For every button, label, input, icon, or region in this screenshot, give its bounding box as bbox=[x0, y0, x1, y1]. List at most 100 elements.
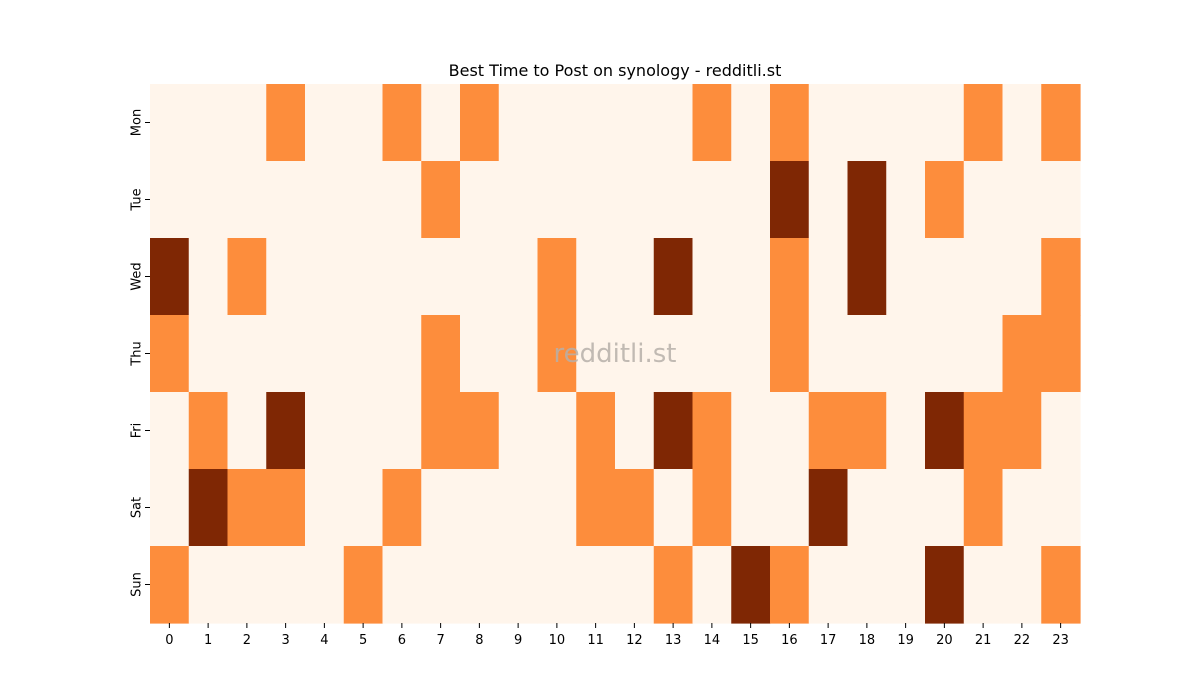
heatmap-cell-mon-21 bbox=[963, 84, 1004, 162]
heatmap-cell-wed-6 bbox=[382, 238, 422, 316]
heatmap-cell-sat-22 bbox=[1002, 469, 1042, 547]
heatmap-cell-sat-4 bbox=[305, 469, 345, 547]
heatmap-cell-sat-18 bbox=[847, 469, 887, 547]
heatmap-cell-wed-16 bbox=[770, 238, 810, 316]
heatmap-cell-thu-19 bbox=[886, 315, 926, 393]
x-tick-label-7: 7 bbox=[436, 633, 444, 648]
heatmap-cell-sun-15 bbox=[731, 546, 771, 624]
heatmap-cell-thu-1 bbox=[188, 315, 229, 393]
heatmap-cell-sat-21 bbox=[963, 469, 1004, 547]
heatmap-cell-fri-9 bbox=[498, 392, 539, 470]
heatmap-cell-sun-10 bbox=[537, 546, 577, 624]
heatmap-cell-wed-10 bbox=[537, 238, 577, 316]
heatmap-cell-thu-7 bbox=[421, 315, 461, 393]
heatmap-cell-mon-9 bbox=[498, 84, 539, 162]
heatmap-cell-wed-13 bbox=[653, 238, 694, 316]
x-tick-label-12: 12 bbox=[626, 633, 643, 648]
x-tick-label-10: 10 bbox=[549, 633, 566, 648]
heatmap-cell-thu-5 bbox=[343, 315, 384, 393]
y-tick-label-tue: Tue bbox=[130, 188, 145, 211]
heatmap-cell-sat-10 bbox=[537, 469, 577, 547]
heatmap-cell-wed-18 bbox=[847, 238, 887, 316]
heatmap-cell-sun-11 bbox=[576, 546, 616, 624]
heatmap-cell-fri-21 bbox=[963, 392, 1004, 470]
heatmap-cell-thu-22 bbox=[1002, 315, 1042, 393]
heatmap-cell-sun-0 bbox=[150, 546, 190, 624]
heatmap-cell-sat-11 bbox=[576, 469, 616, 547]
y-tick-label-sun: Sun bbox=[130, 572, 145, 597]
heatmap-cell-sun-20 bbox=[925, 546, 965, 624]
heatmap-cell-mon-10 bbox=[537, 84, 577, 162]
heatmap-cell-mon-20 bbox=[925, 84, 965, 162]
heatmap-cell-wed-22 bbox=[1002, 238, 1042, 316]
x-tick-label-21: 21 bbox=[975, 633, 992, 648]
x-tick-label-8: 8 bbox=[475, 633, 483, 648]
heatmap-cell-sun-19 bbox=[886, 546, 926, 624]
heatmap-cell-sat-15 bbox=[731, 469, 771, 547]
heatmap-cell-fri-3 bbox=[266, 392, 306, 470]
heatmap-cell-wed-11 bbox=[576, 238, 616, 316]
heatmap-cell-wed-2 bbox=[227, 238, 267, 316]
heatmap-cell-fri-2 bbox=[227, 392, 267, 470]
heatmap-cell-tue-19 bbox=[886, 161, 926, 239]
heatmap-cell-fri-10 bbox=[537, 392, 577, 470]
heatmap-cell-tue-15 bbox=[731, 161, 771, 239]
heatmap-cell-fri-22 bbox=[1002, 392, 1042, 470]
heatmap-cell-sat-9 bbox=[498, 469, 539, 547]
heatmap-cell-mon-2 bbox=[227, 84, 267, 162]
heatmap-cell-tue-8 bbox=[460, 161, 500, 239]
watermark: redditli.st bbox=[554, 339, 677, 369]
heatmap-cell-thu-13 bbox=[653, 315, 694, 393]
heatmap-cell-mon-13 bbox=[653, 84, 694, 162]
heatmap-cell-sun-8 bbox=[460, 546, 500, 624]
heatmap-cell-mon-16 bbox=[770, 84, 810, 162]
heatmap-cell-tue-4 bbox=[305, 161, 345, 239]
heatmap-cell-sat-5 bbox=[343, 469, 384, 547]
heatmap-cell-wed-8 bbox=[460, 238, 500, 316]
heatmap-cell-wed-14 bbox=[692, 238, 732, 316]
heatmap-cell-fri-5 bbox=[343, 392, 384, 470]
heatmap-cell-mon-11 bbox=[576, 84, 616, 162]
heatmap-cell-sat-1 bbox=[188, 469, 229, 547]
heatmap-cell-fri-0 bbox=[150, 392, 190, 470]
heatmap-cell-fri-18 bbox=[847, 392, 887, 470]
heatmap-cell-fri-8 bbox=[460, 392, 500, 470]
heatmap-cell-fri-6 bbox=[382, 392, 422, 470]
heatmap-cell-thu-3 bbox=[266, 315, 306, 393]
heatmap-cell-wed-4 bbox=[305, 238, 345, 316]
heatmap-cell-fri-13 bbox=[653, 392, 694, 470]
x-tick-label-23: 23 bbox=[1052, 633, 1069, 648]
heatmap-cell-thu-4 bbox=[305, 315, 345, 393]
heatmap-cell-sun-14 bbox=[692, 546, 732, 624]
y-axis: Mon Tue Wed Thu Fri Sat Sun bbox=[130, 109, 150, 597]
y-tick-label-wed: Wed bbox=[130, 262, 145, 290]
heatmap-cell-mon-6 bbox=[382, 84, 422, 162]
heatmap-cell-fri-7 bbox=[421, 392, 461, 470]
heatmap-cell-wed-0 bbox=[150, 238, 190, 316]
heatmap-cell-tue-20 bbox=[925, 161, 965, 239]
heatmap-cell-tue-10 bbox=[537, 161, 577, 239]
x-tick-label-18: 18 bbox=[859, 633, 876, 648]
chart-title: Best Time to Post on synology - redditli… bbox=[449, 61, 782, 80]
heatmap-cell-tue-6 bbox=[382, 161, 422, 239]
heatmap-cell-tue-11 bbox=[576, 161, 616, 239]
x-tick-label-16: 16 bbox=[781, 633, 798, 648]
heatmap-cell-sun-4 bbox=[305, 546, 345, 624]
heatmap-cell-sun-5 bbox=[343, 546, 384, 624]
heatmap-cell-thu-2 bbox=[227, 315, 267, 393]
heatmap-cell-sun-21 bbox=[963, 546, 1004, 624]
heatmap-cell-thu-16 bbox=[770, 315, 810, 393]
y-tick-label-sat: Sat bbox=[130, 497, 145, 518]
heatmap-cell-sat-6 bbox=[382, 469, 422, 547]
heatmap-cell-wed-23 bbox=[1041, 238, 1081, 316]
heatmap-cell-wed-1 bbox=[188, 238, 229, 316]
heatmap-cell-thu-12 bbox=[615, 315, 655, 393]
heatmap-cell-fri-4 bbox=[305, 392, 345, 470]
x-tick-label-11: 11 bbox=[587, 633, 604, 648]
heatmap-cell-thu-17 bbox=[808, 315, 849, 393]
heatmap-cell-tue-7 bbox=[421, 161, 461, 239]
heatmap-cell-fri-14 bbox=[692, 392, 732, 470]
heatmap-cell-sat-2 bbox=[227, 469, 267, 547]
heatmap-cell-mon-18 bbox=[847, 84, 887, 162]
heatmap-cell-sun-7 bbox=[421, 546, 461, 624]
